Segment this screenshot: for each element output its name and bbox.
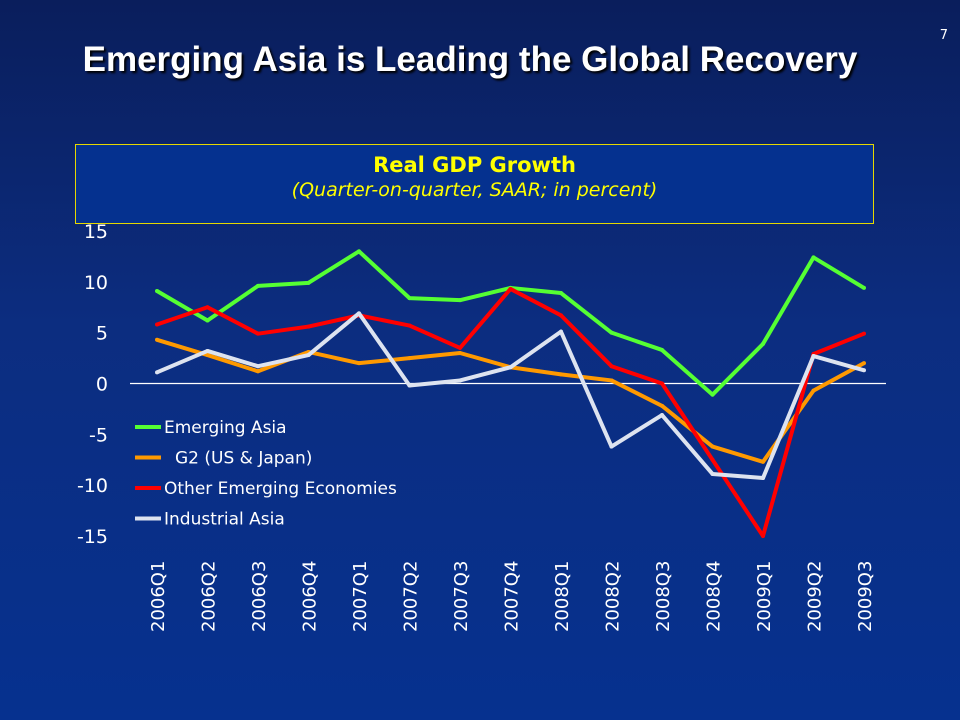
y-tick-label: -5 [89, 424, 108, 446]
data-point [508, 365, 513, 370]
data-point [155, 322, 159, 327]
x-tick-label: 2007Q1 [350, 561, 371, 632]
data-point [357, 361, 361, 366]
data-point [155, 288, 159, 293]
y-tick-label: 10 [84, 272, 108, 294]
x-tick-label: 2009Q1 [754, 561, 775, 632]
data-point [710, 392, 715, 397]
data-point [710, 444, 715, 449]
x-tick-label: 2009Q2 [805, 561, 826, 632]
y-tick-label: 0 [96, 374, 108, 396]
data-point [609, 364, 614, 369]
data-point [862, 285, 866, 290]
slide-title: Emerging Asia is Leading the Global Reco… [82, 40, 858, 79]
data-point [559, 313, 563, 318]
data-point [458, 378, 462, 383]
data-point [357, 311, 361, 316]
data-point [660, 413, 664, 418]
data-point [306, 280, 311, 285]
legend-label: Other Emerging Economies [164, 479, 397, 499]
y-tick-label: 5 [96, 323, 108, 345]
x-tick-label: 2008Q4 [704, 561, 725, 632]
x-tick-label: 2006Q4 [300, 561, 321, 632]
x-tick-label: 2006Q2 [199, 561, 220, 632]
data-point [407, 296, 412, 301]
data-point [559, 329, 563, 334]
data-point [407, 356, 412, 361]
data-point [609, 444, 614, 449]
data-point [458, 298, 462, 303]
data-point [660, 381, 664, 386]
data-point [761, 341, 765, 346]
data-point [508, 286, 513, 291]
data-point [407, 383, 412, 388]
data-point [155, 337, 159, 342]
series-line-0 [155, 249, 866, 397]
data-point [458, 345, 462, 350]
series-line-1 [156, 337, 865, 464]
data-point [559, 372, 563, 377]
legend-label: Emerging Asia [164, 418, 287, 438]
data-point [256, 283, 260, 288]
data-point [761, 534, 765, 538]
data-point [811, 354, 816, 359]
data-point [205, 353, 210, 358]
data-point [256, 331, 260, 336]
data-point [761, 459, 765, 464]
legend-label: Industrial Asia [164, 510, 285, 530]
legend-label: G2 (US & Japan) [175, 449, 312, 469]
page-number: 7 [939, 28, 948, 43]
x-tick-label: 2007Q4 [502, 561, 523, 632]
y-tick-label: 15 [84, 221, 108, 243]
data-point [811, 255, 816, 260]
data-point [609, 378, 614, 383]
chart-subtitle: (Quarter-on-quarter, SAAR; in percent) [291, 179, 658, 201]
data-point [710, 471, 715, 476]
x-tick-label: 2007Q2 [401, 561, 422, 632]
data-point [660, 347, 664, 352]
data-point [811, 388, 816, 393]
data-point [205, 348, 210, 353]
data-point [761, 476, 765, 481]
data-point [306, 353, 311, 358]
data-point [155, 370, 159, 375]
data-point [559, 291, 563, 296]
chart-title: Real GDP Growth [373, 153, 576, 177]
data-point [862, 368, 866, 373]
data-point [862, 361, 866, 366]
x-tick-label: 2006Q3 [249, 561, 270, 632]
data-point [407, 323, 412, 328]
data-point [205, 305, 210, 310]
x-tick-label: 2008Q1 [552, 561, 573, 632]
data-point [306, 324, 311, 329]
data-point [710, 457, 715, 462]
y-tick-label: -15 [77, 526, 108, 548]
x-tick-label: 2007Q3 [451, 561, 472, 632]
x-tick-label: 2006Q1 [148, 561, 169, 632]
data-point [862, 331, 866, 336]
data-point [458, 351, 462, 355]
data-point [205, 318, 210, 323]
data-point [609, 330, 614, 335]
chart-title-box: Real GDP Growth (Quarter-on-quarter, SAA… [75, 144, 874, 224]
x-tick-label: 2008Q3 [653, 561, 674, 632]
data-point [660, 403, 664, 408]
data-point [256, 364, 260, 369]
x-tick-label: 2008Q2 [603, 561, 624, 632]
x-tick-label: 2009Q3 [855, 561, 876, 632]
data-point [357, 249, 361, 254]
y-tick-label: -10 [77, 475, 108, 497]
data-point [256, 369, 260, 374]
